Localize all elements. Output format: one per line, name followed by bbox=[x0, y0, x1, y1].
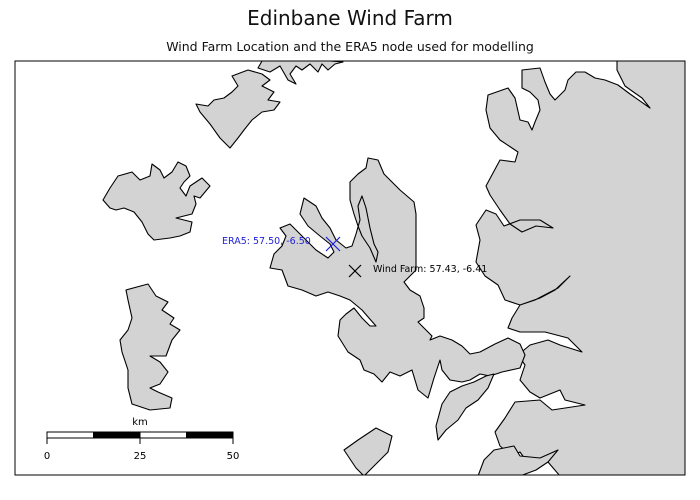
map-title: Edinbane Wind Farm bbox=[247, 6, 453, 30]
scale-tick-label-50: 50 bbox=[227, 451, 240, 462]
scale-bar: km 0 25 50 bbox=[44, 417, 240, 462]
map-subtitle: Wind Farm Location and the ERA5 node use… bbox=[166, 39, 534, 54]
land-isle-of-skye bbox=[269, 157, 526, 399]
land-western-isle-north bbox=[102, 161, 211, 241]
land-south-island-southeast bbox=[477, 445, 559, 475]
scale-tick-label-25: 25 bbox=[134, 451, 147, 462]
scale-tick-label-0: 0 bbox=[44, 451, 50, 462]
scale-segment-3 bbox=[139, 431, 187, 439]
wind-farm-marker[interactable] bbox=[348, 264, 362, 278]
scale-bar-unit: km bbox=[132, 417, 148, 428]
land-western-isle-south bbox=[119, 283, 181, 411]
land-south-island-east bbox=[435, 373, 495, 441]
land-mainland bbox=[475, 61, 685, 475]
land-raasay bbox=[195, 69, 281, 149]
era5-label: ERA5: 57.50, -6.50 bbox=[222, 236, 311, 247]
land-south-island-center bbox=[343, 427, 393, 475]
wind-farm-label: Wind Farm: 57.43, -6.41 bbox=[373, 264, 487, 275]
map-frame bbox=[14, 60, 686, 476]
land-north-islets bbox=[239, 61, 344, 85]
scale-segment-4 bbox=[186, 431, 234, 439]
era5-marker[interactable] bbox=[325, 236, 341, 252]
scale-segment-2 bbox=[93, 431, 141, 439]
scale-segment-1 bbox=[46, 431, 94, 439]
